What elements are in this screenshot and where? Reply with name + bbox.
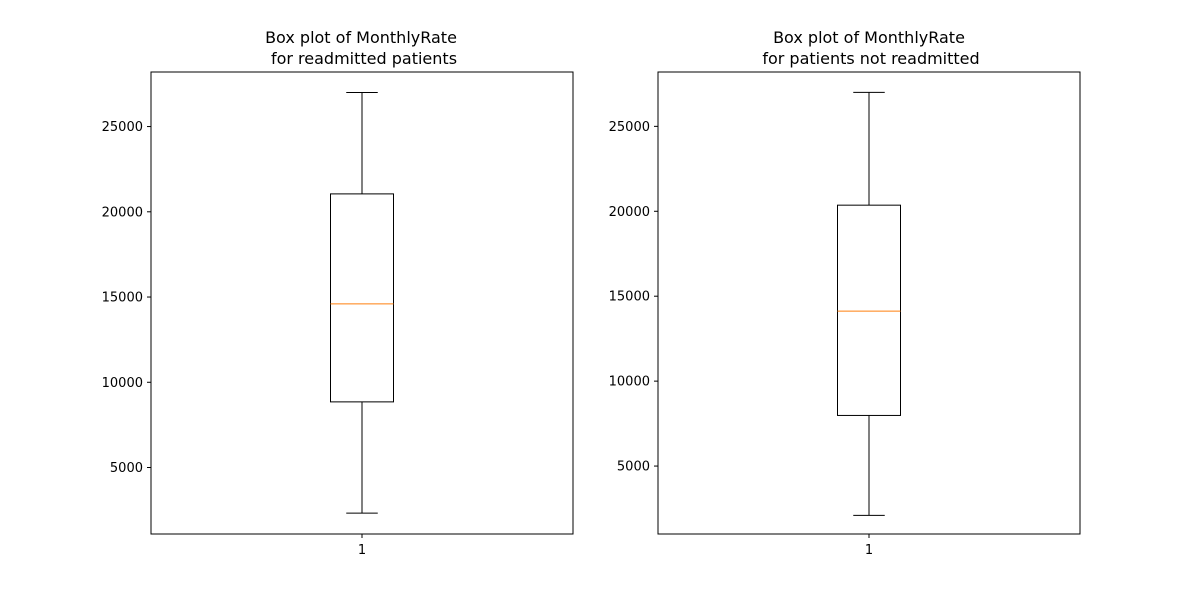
y-tick-label: 10000 <box>102 376 143 391</box>
boxplot-panel-not-readmitted: Box plot of MonthlyRate for patients not… <box>609 28 1081 558</box>
y-tick-label: 10000 <box>609 375 650 390</box>
y-tick-label: 5000 <box>617 460 650 475</box>
y-tick-label: 5000 <box>110 461 143 476</box>
box-iqr <box>837 204 901 416</box>
chart-title-line-2: for readmitted patients <box>271 49 457 68</box>
boxplot-panel-readmitted: Box plot of MonthlyRate for readmitted p… <box>102 28 574 558</box>
chart-title-line-1: Box plot of MonthlyRate <box>265 28 457 47</box>
y-tick-label: 20000 <box>609 205 650 220</box>
y-axis: 5000 10000 15000 20000 25000 <box>609 120 658 475</box>
y-tick-label: 25000 <box>609 120 650 135</box>
x-axis: 1 <box>865 534 873 558</box>
y-tick-label: 25000 <box>102 120 143 135</box>
y-tick-label: 15000 <box>609 290 650 305</box>
box-marks <box>330 91 394 514</box>
y-tick-label: 15000 <box>102 291 143 306</box>
y-axis: 5000 10000 15000 20000 25000 <box>102 120 151 476</box>
box-marks <box>837 91 901 516</box>
x-axis: 1 <box>358 534 366 558</box>
x-tick-label: 1 <box>865 543 873 558</box>
y-tick-label: 20000 <box>102 205 143 220</box>
box-iqr <box>330 193 394 403</box>
x-tick-label: 1 <box>358 543 366 558</box>
chart-title-line-1: Box plot of MonthlyRate <box>773 28 965 47</box>
chart-title-line-2: for patients not readmitted <box>762 49 979 68</box>
